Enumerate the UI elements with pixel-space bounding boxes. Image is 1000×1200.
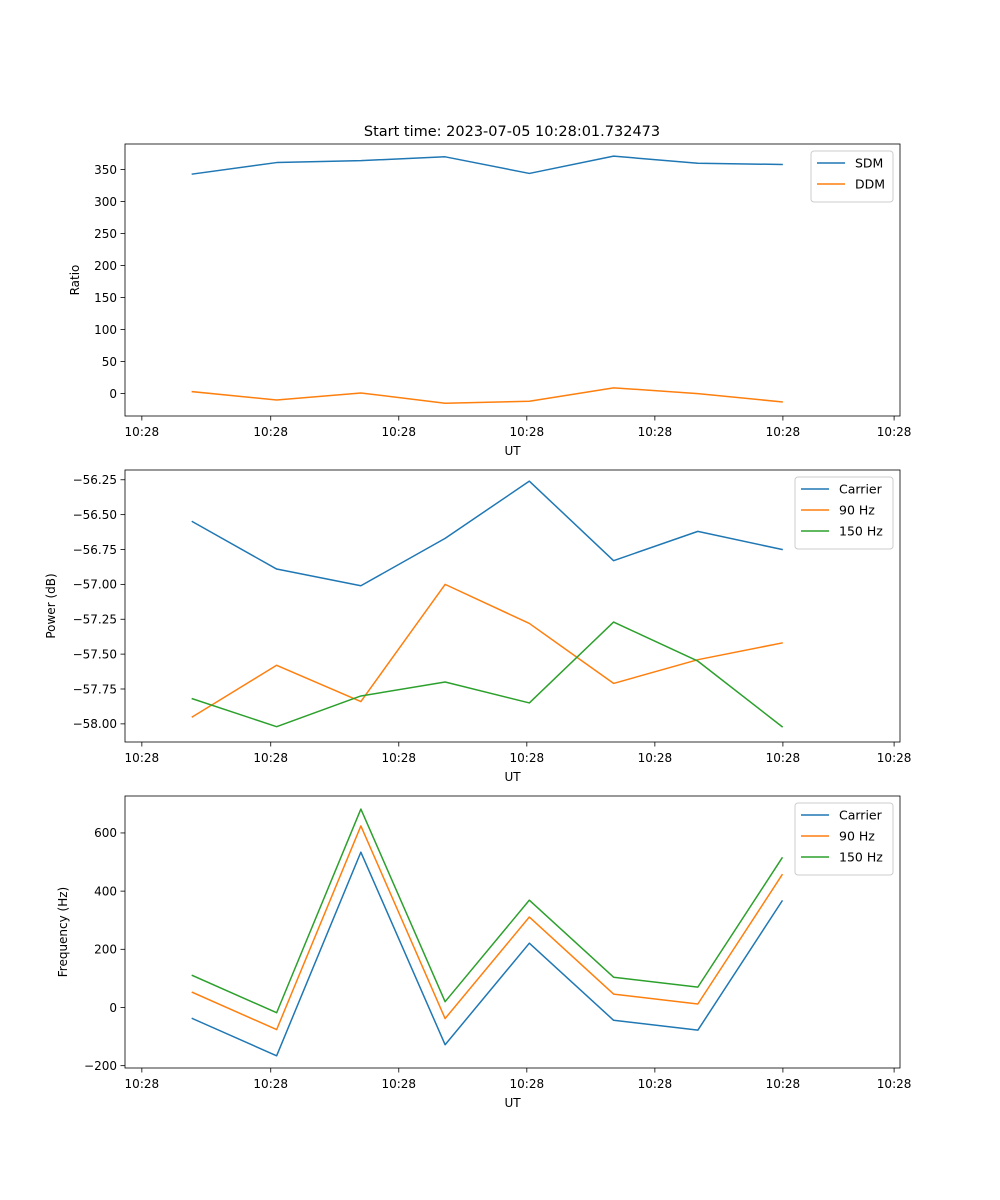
series-line-carrier bbox=[191, 480, 783, 587]
x-tick-label: 10:28 bbox=[253, 1077, 288, 1091]
x-tick-label: 10:28 bbox=[766, 425, 801, 439]
y-tick-label: −58.00 bbox=[73, 717, 117, 731]
y-tick-label: −56.50 bbox=[73, 508, 117, 522]
y-tick-label: 600 bbox=[94, 826, 117, 840]
x-tick-label: 10:28 bbox=[125, 425, 160, 439]
series-line-sdm bbox=[191, 155, 783, 175]
series-line-150-hz bbox=[191, 808, 784, 1014]
y-tick-label: 300 bbox=[94, 195, 117, 209]
legend-label: SDM bbox=[855, 155, 883, 170]
x-tick-label: 10:28 bbox=[510, 751, 545, 765]
series-lines bbox=[191, 155, 783, 404]
x-axis-label: UT bbox=[504, 444, 521, 458]
x-tick-label: 10:28 bbox=[766, 751, 801, 765]
y-tick-label: −200 bbox=[84, 1059, 117, 1073]
y-axis-label: Ratio bbox=[68, 265, 82, 296]
x-tick-label: 10:28 bbox=[381, 751, 416, 765]
legend: Carrier 90 Hz 150 Hz bbox=[794, 802, 894, 876]
plot-frame bbox=[124, 795, 901, 1069]
y-axis-label: Power (dB) bbox=[44, 573, 58, 638]
x-tick-label: 10:28 bbox=[510, 1077, 545, 1091]
y-tick-label: 200 bbox=[94, 259, 117, 273]
y-tick-label: 50 bbox=[102, 355, 117, 369]
y-tick-label: −57.75 bbox=[73, 682, 117, 696]
series-line-150-hz bbox=[191, 621, 784, 728]
y-tick-label: 250 bbox=[94, 227, 117, 241]
y-tick-label: 200 bbox=[94, 943, 117, 957]
legend-label: 150 Hz bbox=[839, 523, 883, 538]
y-tick-label: −56.25 bbox=[73, 473, 117, 487]
y-tick-label: −57.25 bbox=[73, 613, 117, 627]
legend-label: Carrier bbox=[839, 481, 883, 496]
x-tick-label: 10:28 bbox=[766, 1077, 801, 1091]
x-tick-label: 10:28 bbox=[253, 751, 288, 765]
x-axis-label: UT bbox=[504, 770, 521, 784]
y-tick-label: 0 bbox=[109, 1001, 117, 1015]
series-line-90-hz bbox=[191, 583, 783, 718]
y-tick-label: −57.50 bbox=[73, 647, 117, 661]
x-tick-label: 10:28 bbox=[510, 425, 545, 439]
figure-title: Start time: 2023-07-05 10:28:01.732473 bbox=[364, 124, 660, 140]
series-lines bbox=[191, 480, 784, 728]
x-tick-label: 10:28 bbox=[877, 425, 912, 439]
x-tick-label: 10:28 bbox=[125, 751, 160, 765]
panel-3: 10:28 10:28 10:28 10:28 10:28 10:28 10:28 −200 0… bbox=[56, 795, 912, 1110]
chart-panels: 10:28 10:28 10:28 10:28 10:28 10:28 10:28 0 50 10… bbox=[44, 143, 912, 1110]
x-tick-label: 10:28 bbox=[253, 425, 288, 439]
x-tick-label: 10:28 bbox=[125, 1077, 160, 1091]
x-tick-label: 10:28 bbox=[877, 1077, 912, 1091]
series-line-ddm bbox=[191, 387, 783, 404]
x-tick-label: 10:28 bbox=[638, 1077, 673, 1091]
plot-frame bbox=[124, 143, 901, 417]
plot-frame bbox=[124, 469, 901, 743]
panel-1: 10:28 10:28 10:28 10:28 10:28 10:28 10:28 0 50 10… bbox=[68, 143, 912, 458]
x-tick-label: 10:28 bbox=[638, 751, 673, 765]
legend: SDM DDM bbox=[810, 150, 894, 203]
x-tick-label: 10:28 bbox=[381, 425, 416, 439]
y-tick-label: −57.00 bbox=[73, 578, 117, 592]
legend: Carrier 90 Hz 150 Hz bbox=[794, 476, 894, 550]
legend-label: 90 Hz bbox=[839, 502, 875, 517]
y-axis-label: Frequency (Hz) bbox=[56, 887, 70, 978]
panel-2: 10:28 10:28 10:28 10:28 10:28 10:28 10:28 −58.0… bbox=[44, 469, 912, 784]
y-tick-label: 0 bbox=[109, 387, 117, 401]
x-axis-label: UT bbox=[504, 1096, 521, 1110]
x-tick-label: 10:28 bbox=[381, 1077, 416, 1091]
series-lines bbox=[191, 808, 784, 1057]
legend-label: DDM bbox=[855, 176, 885, 191]
legend-label: Carrier bbox=[839, 807, 883, 822]
y-tick-label: 400 bbox=[94, 884, 117, 898]
series-line-90-hz bbox=[191, 825, 784, 1031]
y-tick-label: −56.75 bbox=[73, 543, 117, 557]
legend-label: 90 Hz bbox=[839, 828, 875, 843]
x-tick-label: 10:28 bbox=[877, 751, 912, 765]
y-tick-label: 350 bbox=[94, 163, 117, 177]
x-tick-label: 10:28 bbox=[638, 425, 673, 439]
series-line-carrier bbox=[191, 851, 784, 1057]
legend-label: 150 Hz bbox=[839, 849, 883, 864]
y-tick-label: 100 bbox=[94, 323, 117, 337]
y-tick-label: 150 bbox=[94, 291, 117, 305]
